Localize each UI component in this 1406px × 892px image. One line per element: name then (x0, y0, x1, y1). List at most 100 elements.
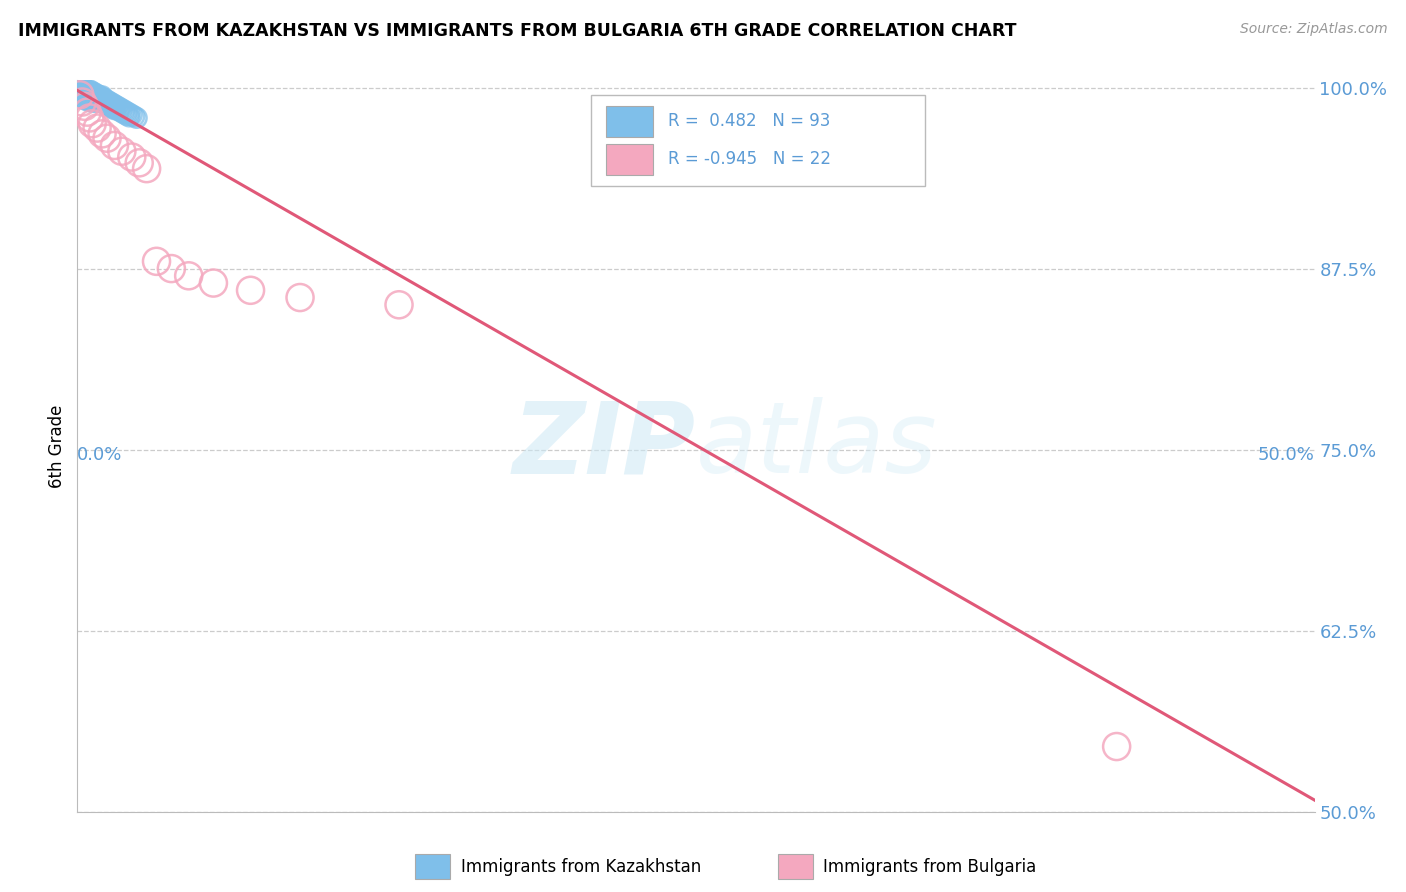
Point (145, 254, 167, 268)
Point (177, 268, 200, 283)
Point (73, 85, 96, 99)
Text: atlas: atlas (696, 398, 938, 494)
Point (76, 83, 98, 97)
Point (83, 90, 105, 104)
Point (96, 94, 118, 108)
Point (86, 87, 108, 102)
Point (72, 90, 94, 104)
Point (82, 87, 104, 101)
Point (82, 117, 104, 131)
Point (82, 85, 104, 99)
Point (73, 85, 96, 99)
Point (101, 101, 124, 115)
Point (73, 83, 96, 97)
Point (83, 87, 105, 102)
Point (122, 110, 145, 124)
Text: 50.0%: 50.0% (1258, 446, 1315, 464)
Point (73, 82, 96, 96)
Text: Source: ZipAtlas.com: Source: ZipAtlas.com (1240, 22, 1388, 37)
Point (82, 89, 104, 103)
Point (79, 111, 101, 125)
Point (101, 99, 124, 113)
Point (91, 90, 114, 104)
Point (69, 82, 91, 96)
Point (112, 106, 135, 120)
Point (111, 102, 134, 116)
Point (98, 95, 121, 109)
Point (103, 101, 125, 115)
Point (111, 145, 134, 159)
FancyBboxPatch shape (591, 95, 925, 186)
Point (288, 291, 311, 305)
Point (91, 127, 114, 141)
Point (103, 138, 125, 153)
Text: R = -0.945   N = 22: R = -0.945 N = 22 (668, 150, 831, 169)
Text: R =  0.482   N = 93: R = 0.482 N = 93 (668, 112, 830, 130)
Point (96, 95, 118, 109)
Point (69, 87, 91, 101)
Point (86, 92, 108, 106)
Point (115, 105, 138, 120)
Text: ZIP: ZIP (513, 398, 696, 494)
Point (83, 90, 105, 104)
Point (76, 94, 98, 108)
Point (72, 85, 94, 99)
Point (135, 161, 157, 176)
Text: 0.0%: 0.0% (77, 446, 122, 464)
FancyBboxPatch shape (606, 106, 652, 136)
Point (82, 89, 104, 103)
Point (72, 83, 94, 97)
Point (121, 108, 143, 122)
Point (98, 99, 121, 113)
FancyBboxPatch shape (606, 144, 652, 175)
Y-axis label: 6th Grade: 6th Grade (48, 404, 66, 488)
Point (86, 92, 108, 106)
Point (388, 298, 411, 312)
Point (82, 92, 104, 106)
Point (79, 94, 101, 108)
Point (89, 94, 111, 108)
Point (91, 95, 114, 109)
Point (72, 83, 94, 97)
Text: Immigrants from Kazakhstan: Immigrants from Kazakhstan (461, 858, 702, 876)
Point (93, 96, 115, 111)
Point (93, 92, 115, 106)
Point (83, 90, 105, 104)
Point (76, 105, 98, 120)
Point (79, 87, 101, 102)
Point (91, 89, 114, 103)
Point (108, 103, 131, 118)
Point (105, 102, 128, 116)
Point (79, 90, 101, 104)
Point (202, 276, 225, 290)
Point (108, 101, 131, 115)
Point (86, 95, 108, 109)
Point (98, 98, 121, 112)
Point (72, 87, 94, 102)
Point (93, 95, 115, 109)
Point (125, 111, 148, 125)
Point (121, 150, 143, 164)
Point (105, 99, 128, 113)
Point (111, 105, 134, 120)
Point (103, 101, 125, 115)
Point (69, 87, 91, 102)
Point (69, 83, 91, 97)
Point (69, 82, 91, 96)
Text: Immigrants from Bulgaria: Immigrants from Bulgaria (823, 858, 1036, 876)
Point (79, 83, 101, 97)
Point (98, 98, 121, 112)
Point (83, 87, 105, 101)
Point (128, 156, 150, 170)
Point (73, 99, 96, 113)
Point (1105, 739, 1128, 754)
Point (160, 261, 183, 276)
Point (96, 96, 118, 111)
Point (89, 89, 111, 103)
Point (86, 121, 108, 136)
Point (103, 102, 125, 116)
Point (76, 87, 98, 101)
Point (72, 85, 94, 99)
Point (83, 94, 105, 108)
Point (76, 87, 98, 102)
